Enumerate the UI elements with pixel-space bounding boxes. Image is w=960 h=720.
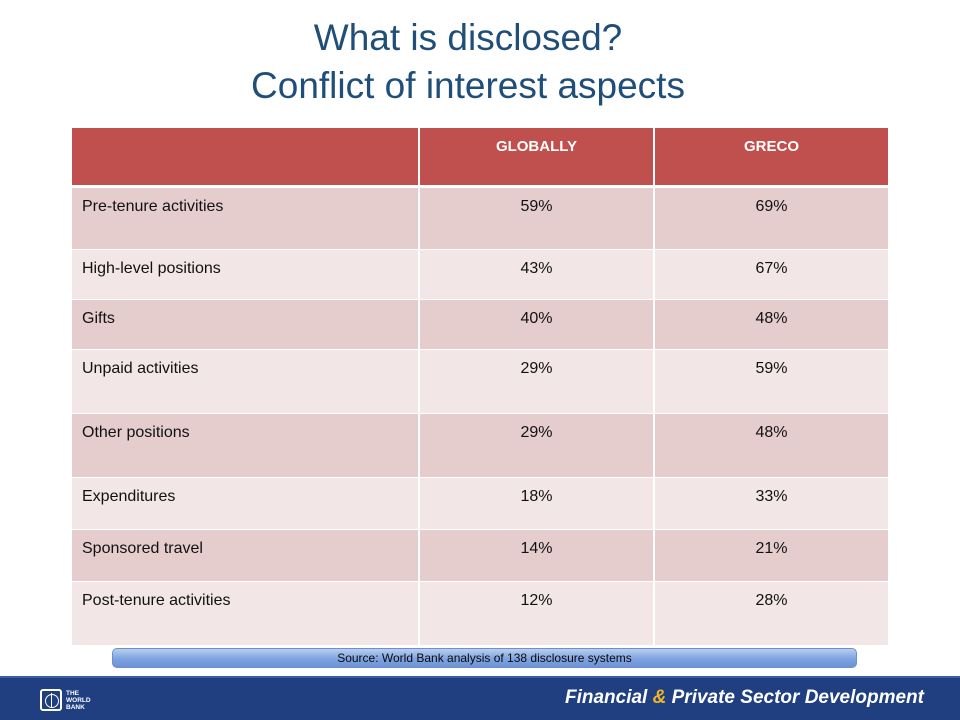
department-ampersand: &	[652, 687, 667, 708]
department-part-2: Private Sector Development	[666, 687, 924, 708]
aspect-cell: Pre-tenure activities	[72, 188, 418, 250]
globally-cell: 59%	[418, 188, 653, 250]
table-row: Sponsored travel 14% 21%	[72, 530, 888, 582]
aspect-cell: High-level positions	[72, 250, 418, 300]
department-part-1: Financial	[564, 687, 653, 708]
table-row: Gifts 40% 48%	[72, 300, 888, 350]
globally-cell: 40%	[418, 300, 653, 350]
globally-cell: 14%	[418, 530, 653, 582]
title-line-2: Conflict of interest aspects	[251, 65, 685, 106]
aspect-cell: Post-tenure activities	[72, 582, 418, 646]
globally-cell: 18%	[418, 478, 653, 530]
table-row: Unpaid activities 29% 59%	[72, 350, 888, 414]
greco-cell: 33%	[653, 478, 888, 530]
aspect-cell: Gifts	[72, 300, 418, 350]
header-aspect	[72, 128, 418, 188]
source-note: Source: World Bank analysis of 138 discl…	[112, 648, 857, 668]
table-header-row: GLOBALLY GRECO	[72, 128, 888, 188]
greco-cell: 59%	[653, 350, 888, 414]
greco-cell: 21%	[653, 530, 888, 582]
globally-cell: 29%	[418, 350, 653, 414]
aspect-cell: Other positions	[72, 414, 418, 478]
slide-title: What is disclosed? Conflict of interest …	[0, 14, 936, 110]
logo-text: THE WORLD BANK	[66, 690, 96, 711]
globally-cell: 43%	[418, 250, 653, 300]
table-row: Post-tenure activities 12% 28%	[72, 582, 888, 646]
logo-line-1: THE	[66, 689, 79, 697]
globally-cell: 29%	[418, 414, 653, 478]
table-row: Pre-tenure activities 59% 69%	[72, 188, 888, 250]
logo-line-3: BANK	[66, 703, 85, 711]
aspect-cell: Expenditures	[72, 478, 418, 530]
department-name: Financial & Private Sector Development	[565, 687, 924, 709]
greco-cell: 69%	[653, 188, 888, 250]
greco-cell: 67%	[653, 250, 888, 300]
greco-cell: 48%	[653, 414, 888, 478]
greco-cell: 28%	[653, 582, 888, 646]
aspect-cell: Sponsored travel	[72, 530, 418, 582]
table-row: Other positions 29% 48%	[72, 414, 888, 478]
table-row: Expenditures 18% 33%	[72, 478, 888, 530]
globally-cell: 12%	[418, 582, 653, 646]
greco-cell: 48%	[653, 300, 888, 350]
title-line-1: What is disclosed?	[313, 17, 623, 58]
aspect-cell: Unpaid activities	[72, 350, 418, 414]
header-globally: GLOBALLY	[418, 128, 653, 188]
table-row: High-level positions 43% 67%	[72, 250, 888, 300]
header-greco: GRECO	[653, 128, 888, 188]
logo-line-2: WORLD	[66, 696, 91, 704]
disclosure-table: GLOBALLY GRECO Pre-tenure activities 59%…	[72, 128, 888, 646]
world-bank-globe-icon	[40, 689, 62, 711]
world-bank-logo: THE WORLD BANK	[40, 688, 96, 712]
footer-bar: THE WORLD BANK Financial & Private Secto…	[0, 676, 960, 720]
